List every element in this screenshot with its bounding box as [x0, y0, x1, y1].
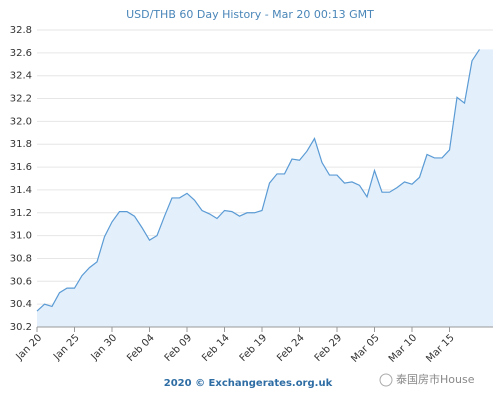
x-tick-label: Jan 30 [89, 332, 120, 363]
x-tick-label: Mar 05 [349, 332, 381, 364]
x-tick-label: Jan 20 [14, 332, 45, 363]
y-tick-label: 31.0 [10, 231, 32, 242]
x-tick-label: Feb 19 [238, 332, 270, 364]
x-tick-label: Feb 14 [200, 332, 232, 364]
y-tick-label: 32.0 [10, 116, 32, 127]
area [37, 49, 493, 328]
watermark-icon [379, 373, 393, 387]
y-tick-label: 30.6 [10, 276, 32, 287]
y-tick-label: 32.2 [10, 94, 32, 105]
y-tick-label: 30.4 [10, 299, 32, 310]
x-tick-label: Jan 25 [51, 332, 82, 363]
y-tick-label: 31.2 [10, 208, 32, 219]
y-tick-label: 31.4 [10, 185, 32, 196]
x-tick-label: Feb 09 [163, 332, 195, 364]
watermark: 泰国房市House [396, 372, 475, 386]
y-tick-label: 32.8 [10, 25, 32, 36]
chart-title: USD/THB 60 Day History - Mar 20 00:13 GM… [126, 8, 374, 21]
y-tick-label: 30.8 [10, 253, 32, 264]
footer: 2020 © Exchangerates.org.uk [164, 378, 333, 389]
x-tick-label: Feb 29 [313, 332, 345, 364]
line [36, 49, 481, 312]
y-tick-label: 31.8 [10, 139, 32, 150]
x-tick-label: Feb 24 [275, 332, 307, 364]
y-tick-label: 32.6 [10, 48, 32, 59]
y-tick-label: 30.2 [10, 322, 32, 333]
x-tick-label: Feb 04 [125, 332, 157, 364]
x-tick-label: Mar 15 [424, 332, 456, 364]
x-tick-label: Mar 10 [387, 332, 419, 364]
y-tick-label: 31.6 [10, 162, 32, 173]
y-tick-label: 32.4 [10, 71, 32, 82]
